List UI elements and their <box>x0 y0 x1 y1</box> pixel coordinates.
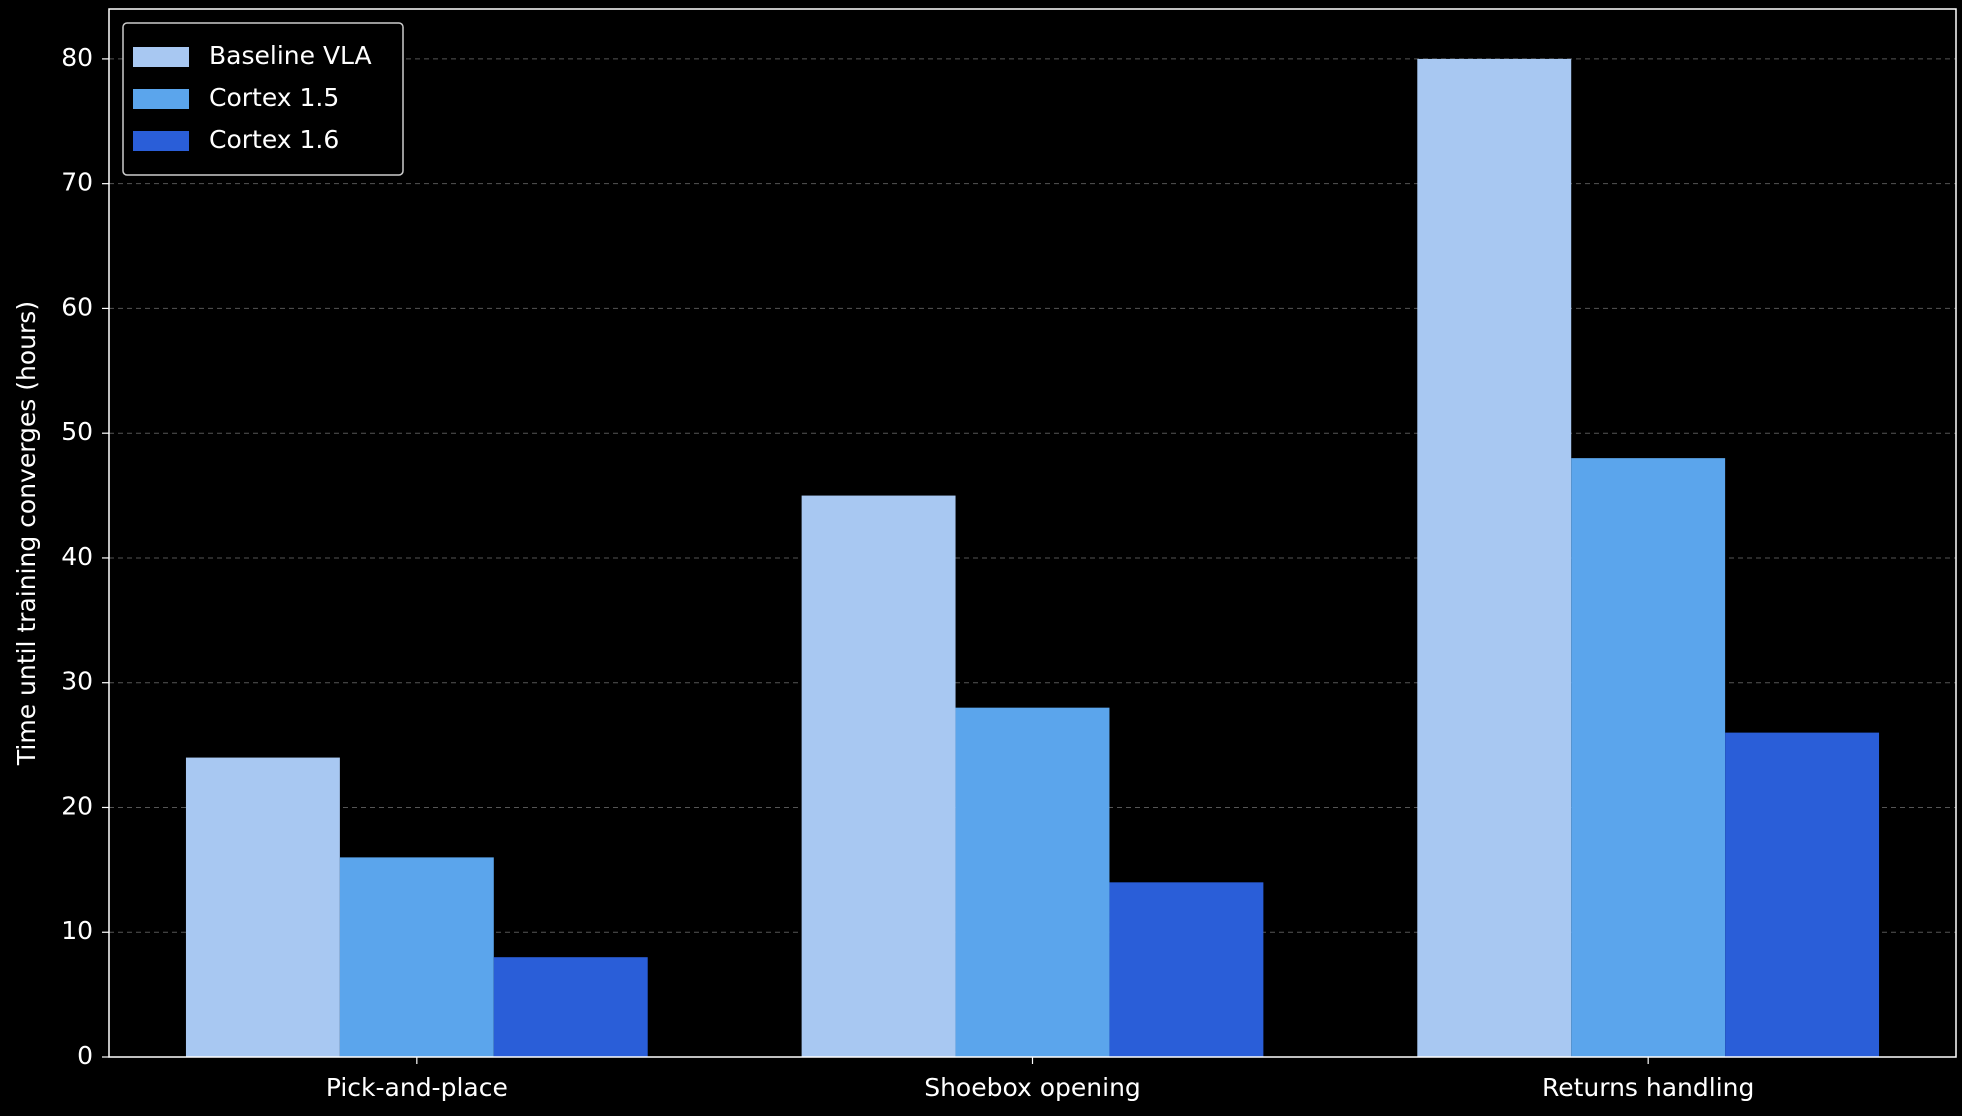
y-tick-label: 40 <box>61 542 93 571</box>
bar <box>801 495 956 1058</box>
bar <box>955 707 1110 1057</box>
legend-frame <box>122 22 404 176</box>
bar <box>493 957 648 1057</box>
legend-label: Cortex 1.5 <box>209 83 339 112</box>
legend-swatch <box>133 131 189 151</box>
y-tick-label: 0 <box>77 1041 93 1070</box>
legend-label: Baseline VLA <box>209 41 372 70</box>
y-tick-label: 10 <box>61 916 93 945</box>
y-tick-label: 70 <box>61 168 93 197</box>
plot-frame <box>108 8 1957 1058</box>
bar <box>339 857 494 1057</box>
x-tick-label: Shoebox opening <box>924 1073 1141 1102</box>
bar <box>1417 58 1572 1057</box>
y-tick-label: 80 <box>61 43 93 72</box>
legend-swatch <box>133 47 189 67</box>
y-axis-label: Time until training converges (hours) <box>12 301 41 766</box>
y-tick-label: 30 <box>61 667 93 696</box>
bar <box>1109 882 1264 1057</box>
bar <box>1725 732 1880 1057</box>
x-tick-label: Returns handling <box>1542 1073 1754 1102</box>
y-tick-label: 50 <box>61 417 93 446</box>
y-tick-label: 20 <box>61 791 93 820</box>
legend: Baseline VLA Cortex 1.5 Cortex 1.6 <box>122 22 404 176</box>
bar <box>185 757 340 1057</box>
x-tick-label: Pick-and-place <box>326 1073 508 1102</box>
legend-swatch <box>133 89 189 109</box>
legend-label: Cortex 1.6 <box>209 125 339 154</box>
bar <box>1571 458 1726 1058</box>
y-tick-label: 60 <box>61 292 93 321</box>
